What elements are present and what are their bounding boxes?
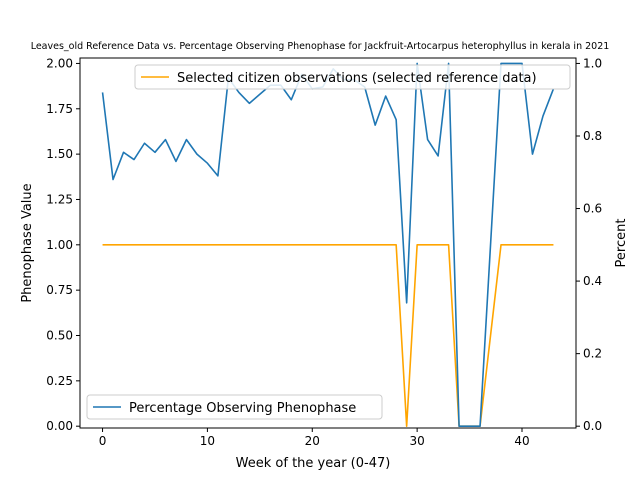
y-left-tick-label: 0.00 — [46, 419, 73, 433]
legend-label: Selected citizen observations (selected … — [177, 71, 537, 86]
legend-bottom-left: Percentage Observing Phenophase — [86, 394, 383, 420]
y-axis-right-label: Percent — [614, 219, 629, 268]
plot-frame — [79, 57, 577, 429]
x-tick-label: 0 — [99, 434, 107, 448]
chart-title: Leaves_old Reference Data vs. Percentage… — [31, 41, 610, 52]
legend-label: Percentage Observing Phenophase — [129, 401, 356, 416]
plot-area — [79, 57, 577, 429]
y-right-tick-label: 0.4 — [583, 274, 602, 288]
x-tick-label: 30 — [409, 434, 424, 448]
x-tick-label: 20 — [305, 434, 320, 448]
legend-box — [134, 64, 571, 90]
y-right-tick-label: 0.2 — [583, 347, 602, 361]
y-left-tick-label: 2.00 — [46, 56, 73, 70]
y-left-tick-label: 1.25 — [46, 192, 73, 206]
y-left-tick-label: 0.75 — [46, 283, 73, 297]
x-axis-label: Week of the year (0-47) — [236, 456, 391, 471]
y-left-tick-label: 1.50 — [46, 147, 73, 161]
y-axis-left: 0.00 0.25 0.50 0.75 1.00 1.25 1.50 1.75 2.00 — [46, 56, 80, 433]
x-tick-label: 10 — [200, 434, 215, 448]
x-axis: 0 10 20 30 40 — [99, 428, 530, 448]
y-left-tick-label: 1.75 — [46, 102, 73, 116]
y-left-tick-label: 0.50 — [46, 329, 73, 343]
y-axis-left-label: Phenophase Value — [20, 183, 35, 302]
y-left-tick-label: 0.25 — [46, 374, 73, 388]
y-right-tick-label: 1.0 — [583, 56, 602, 70]
legend-top-right: Selected citizen observations (selected … — [134, 64, 571, 90]
y-right-tick-label: 0.8 — [583, 129, 602, 143]
legend-box — [86, 394, 383, 420]
y-right-tick-label: 0.0 — [583, 419, 602, 433]
y-left-tick-label: 1.00 — [46, 238, 73, 252]
x-tick-label: 40 — [514, 434, 529, 448]
y-right-tick-label: 0.6 — [583, 202, 602, 216]
y-axis-right: 0.0 0.2 0.4 0.6 0.8 1.0 — [576, 56, 602, 433]
